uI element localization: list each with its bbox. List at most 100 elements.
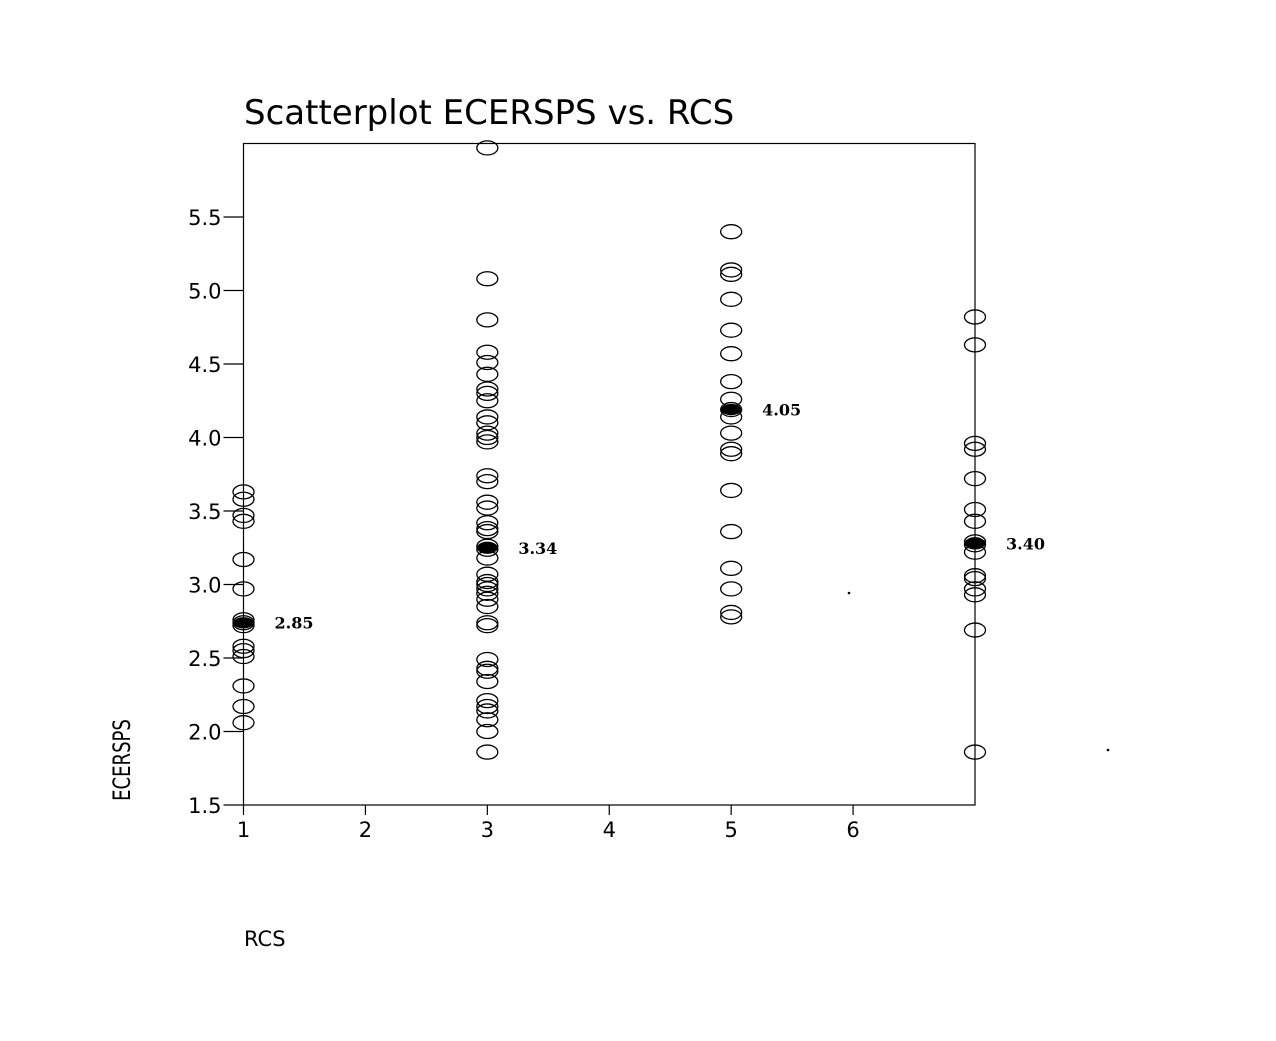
scatter-point — [963, 513, 987, 529]
y-tick-label: 2.5 — [188, 647, 221, 671]
scatter-point — [476, 415, 499, 431]
scatter-point — [476, 393, 499, 409]
mean-marker — [721, 403, 742, 416]
mean-marker — [477, 542, 498, 554]
scatter-point — [720, 266, 743, 282]
scatter-point — [476, 429, 499, 446]
scatter-point — [720, 609, 743, 625]
scatter-point — [476, 468, 499, 484]
scatter-point — [232, 581, 255, 597]
scatter-point — [963, 435, 987, 452]
scatter-point — [476, 585, 499, 601]
scatter-point — [476, 723, 499, 740]
scatter-point — [232, 484, 255, 500]
scatter-point — [232, 551, 255, 568]
scatter-point — [476, 615, 499, 631]
mean-marker — [964, 537, 986, 549]
scatter-point — [232, 698, 255, 715]
scatter-point — [963, 622, 987, 638]
scatter-point — [720, 523, 743, 540]
scatter-point — [476, 434, 499, 450]
scatter-point — [476, 515, 499, 531]
scatter-point — [476, 673, 499, 690]
scatter-point — [963, 744, 987, 760]
scatter-point — [232, 648, 255, 665]
y-tick-label: 4.0 — [188, 427, 221, 451]
mean-marker — [233, 617, 254, 629]
data-points — [232, 140, 987, 760]
scatter-point — [476, 366, 499, 382]
scatter-point — [476, 312, 499, 328]
scatter-point — [476, 381, 499, 397]
scatter-point — [963, 337, 987, 353]
scatter-point — [476, 140, 499, 156]
scatter-point — [963, 309, 987, 325]
scatter-point — [232, 715, 255, 731]
scatter-point — [720, 291, 743, 307]
x-tick-label: 3 — [481, 818, 494, 842]
scatter-point — [476, 576, 499, 593]
y-tick-label: 2.0 — [188, 721, 221, 745]
scatter-point — [476, 581, 499, 597]
scatter-point — [232, 615, 255, 631]
y-tick-label: 4.5 — [188, 353, 221, 377]
scatter-point — [720, 446, 743, 462]
scatter-point — [476, 712, 499, 728]
x-tick-label: 1 — [237, 818, 250, 842]
scatter-point — [232, 507, 255, 524]
scatter-point — [720, 401, 743, 418]
scatter-point — [476, 618, 499, 634]
scatter-point — [963, 587, 987, 603]
scatter-point — [720, 441, 743, 457]
x-tick-label: 5 — [724, 818, 737, 842]
scatter-point — [476, 425, 499, 441]
scatter-point — [232, 513, 255, 529]
x-tick-label: 6 — [846, 818, 859, 842]
mean-label: 3.40 — [1006, 534, 1045, 553]
x-axis: 1 2 3 4 5 6 — [237, 805, 860, 842]
mean-label: 3.34 — [518, 539, 557, 558]
scatter-point — [476, 500, 499, 516]
scatter-point — [963, 568, 987, 584]
scatter-point — [476, 698, 499, 715]
scatter-point — [476, 598, 499, 615]
x-tick-label: 2 — [359, 818, 372, 842]
scatter-point — [476, 566, 499, 582]
scatter-point — [720, 262, 743, 278]
scatter-point — [720, 346, 743, 362]
chart-title: Scatterplot ECERSPS vs. RCS — [244, 93, 734, 133]
y-tick-label: 3.5 — [188, 500, 221, 524]
scatter-point — [720, 604, 743, 621]
scatter-point — [476, 651, 499, 668]
scatter-point — [476, 409, 499, 425]
scatter-point — [476, 523, 499, 540]
scatter-point — [963, 570, 987, 587]
stray-dot — [847, 591, 851, 595]
y-axis-label: ECERSPS — [108, 719, 136, 801]
scatter-point — [720, 224, 743, 240]
y-tick-label: 3.0 — [188, 574, 221, 598]
scatter-point — [720, 373, 743, 390]
y-tick-label: 5.0 — [188, 280, 221, 304]
stray-dot — [1106, 748, 1110, 752]
group-means: 2.85 3.34 4.05 3.40 — [233, 401, 1045, 633]
scatter-point — [232, 678, 255, 694]
scatter-point — [720, 482, 743, 499]
x-tick-label: 4 — [603, 818, 616, 842]
x-axis-label: RCS — [244, 927, 286, 951]
scatter-point — [720, 322, 743, 338]
scatter-point — [476, 473, 499, 490]
scatter-point — [476, 494, 499, 510]
scatter-point — [963, 441, 987, 457]
scatter-point — [476, 354, 499, 371]
y-tick-label: 5.5 — [188, 206, 221, 230]
scatter-point — [476, 344, 499, 360]
scatter-point — [476, 573, 499, 590]
y-axis: 1.5 2.0 2.5 3.0 3.5 4.0 4.5 5.0 5.5 — [188, 206, 244, 818]
scatter-point — [476, 591, 499, 607]
scatter-point — [232, 638, 255, 654]
y-tick-label: 1.5 — [188, 794, 221, 818]
scatter-point — [476, 692, 499, 709]
scatter-point — [476, 703, 499, 719]
